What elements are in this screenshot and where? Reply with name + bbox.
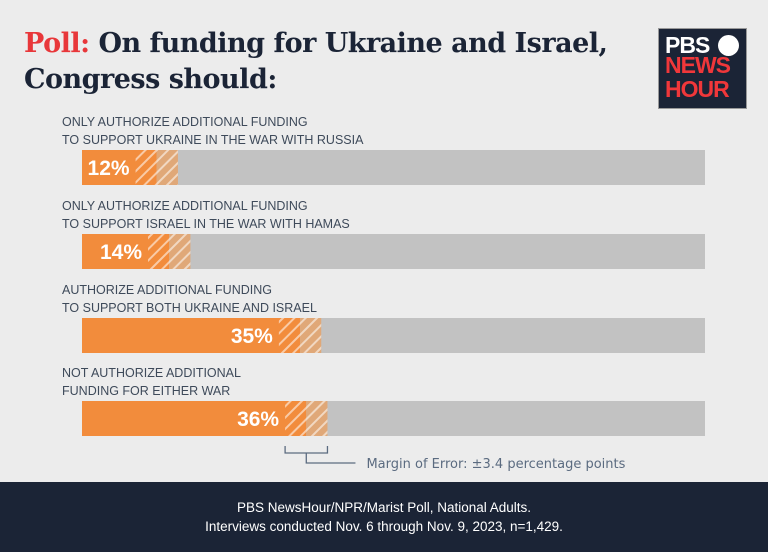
margin-of-error-hatch	[148, 234, 191, 269]
pbs-head-icon	[718, 35, 739, 56]
margin-of-error-hatch	[278, 318, 322, 353]
category-label: TO SUPPORT BOTH UKRAINE AND ISRAEL	[62, 301, 317, 315]
value-label: 12%	[88, 157, 130, 180]
category-label: TO SUPPORT ISRAEL IN THE WAR WITH HAMAS	[62, 217, 350, 231]
margin-of-error-bracket	[284, 446, 356, 464]
footer-source: PBS NewsHour/NPR/Marist Poll, National A…	[236, 500, 532, 515]
margin-of-error-hatch	[135, 150, 178, 185]
bar-chart: ONLY AUTHORIZE ADDITIONAL FUNDING TO SUPP…	[62, 115, 705, 472]
chart-title: Poll: On funding for Ukraine and Israel,…	[24, 26, 608, 98]
bar	[82, 401, 307, 436]
title-line2: Congress should:	[24, 64, 277, 95]
value-label: 14%	[100, 241, 142, 264]
value-label: 35%	[231, 325, 273, 348]
value-label: 36%	[237, 408, 279, 431]
category-label: AUTHORIZE ADDITIONAL FUNDING	[62, 283, 272, 297]
margin-of-error-label: Margin of Error: ±3.4 percentage points	[366, 457, 625, 472]
title-prefix: Poll:	[24, 28, 90, 59]
footer: PBS NewsHour/NPR/Marist Poll, National A…	[0, 482, 768, 552]
category-label: ONLY AUTHORIZE ADDITIONAL FUNDING	[62, 199, 308, 213]
title-line1: On funding for Ukraine and Israel,	[89, 28, 608, 59]
bar	[82, 318, 301, 353]
category-label: ONLY AUTHORIZE ADDITIONAL FUNDING	[62, 115, 308, 129]
category-label: FUNDING FOR EITHER WAR	[62, 384, 230, 398]
pbs-newshour-logo: PBS NEWS HOUR	[658, 28, 747, 109]
category-label: NOT AUTHORIZE ADDITIONAL	[62, 366, 241, 380]
margin-of-error-hatch	[285, 401, 328, 436]
footer-details: Interviews conducted Nov. 6 through Nov.…	[205, 519, 563, 534]
bar-track	[82, 150, 705, 185]
category-label: TO SUPPORT UKRAINE IN THE WAR WITH RUSSI…	[62, 133, 364, 147]
